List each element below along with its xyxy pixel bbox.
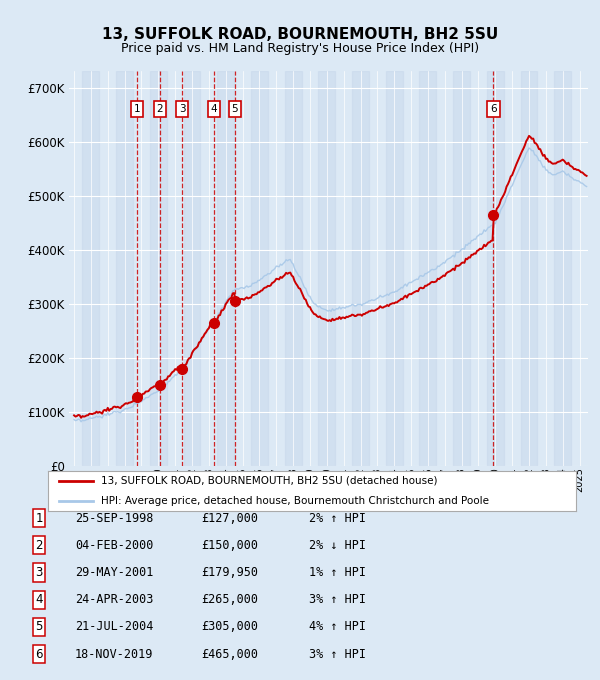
- Text: 3% ↑ HPI: 3% ↑ HPI: [309, 593, 366, 607]
- Text: 5: 5: [35, 620, 43, 634]
- Text: 04-FEB-2000: 04-FEB-2000: [75, 539, 154, 552]
- Text: 24-APR-2003: 24-APR-2003: [75, 593, 154, 607]
- Text: 4% ↑ HPI: 4% ↑ HPI: [309, 620, 366, 634]
- Bar: [352, 71, 369, 466]
- Text: 29-MAY-2001: 29-MAY-2001: [75, 566, 154, 579]
- Text: 25-SEP-1998: 25-SEP-1998: [75, 511, 154, 525]
- Bar: [184, 71, 200, 466]
- Text: 2% ↓ HPI: 2% ↓ HPI: [309, 539, 366, 552]
- Text: 13, SUFFOLK ROAD, BOURNEMOUTH, BH2 5SU: 13, SUFFOLK ROAD, BOURNEMOUTH, BH2 5SU: [102, 27, 498, 42]
- Text: 6: 6: [35, 647, 43, 661]
- Bar: [116, 71, 133, 466]
- Text: 4: 4: [211, 104, 217, 114]
- Text: 6: 6: [490, 104, 497, 114]
- Bar: [319, 71, 335, 466]
- Text: 21-JUL-2004: 21-JUL-2004: [75, 620, 154, 634]
- Bar: [487, 71, 504, 466]
- Text: HPI: Average price, detached house, Bournemouth Christchurch and Poole: HPI: Average price, detached house, Bour…: [101, 496, 489, 506]
- Text: 1: 1: [35, 511, 43, 525]
- Text: 3% ↑ HPI: 3% ↑ HPI: [309, 647, 366, 661]
- Text: 13, SUFFOLK ROAD, BOURNEMOUTH, BH2 5SU (detached house): 13, SUFFOLK ROAD, BOURNEMOUTH, BH2 5SU (…: [101, 476, 437, 486]
- Bar: [453, 71, 470, 466]
- Text: 2: 2: [157, 104, 163, 114]
- Text: £127,000: £127,000: [201, 511, 258, 525]
- Text: £179,950: £179,950: [201, 566, 258, 579]
- Text: 4: 4: [35, 593, 43, 607]
- Bar: [386, 71, 403, 466]
- Text: £465,000: £465,000: [201, 647, 258, 661]
- Text: £305,000: £305,000: [201, 620, 258, 634]
- Text: £265,000: £265,000: [201, 593, 258, 607]
- Bar: [419, 71, 436, 466]
- Text: 1% ↑ HPI: 1% ↑ HPI: [309, 566, 366, 579]
- Bar: [554, 71, 571, 466]
- Text: 2% ↑ HPI: 2% ↑ HPI: [309, 511, 366, 525]
- Text: 3: 3: [35, 566, 43, 579]
- Bar: [251, 71, 268, 466]
- Bar: [150, 71, 167, 466]
- Bar: [521, 71, 538, 466]
- Text: 18-NOV-2019: 18-NOV-2019: [75, 647, 154, 661]
- Bar: [82, 71, 100, 466]
- Text: 3: 3: [179, 104, 185, 114]
- Text: 1: 1: [134, 104, 140, 114]
- Text: 5: 5: [232, 104, 238, 114]
- Text: 2: 2: [35, 539, 43, 552]
- Text: Price paid vs. HM Land Registry's House Price Index (HPI): Price paid vs. HM Land Registry's House …: [121, 42, 479, 55]
- Bar: [217, 71, 234, 466]
- Bar: [284, 71, 302, 466]
- Text: £150,000: £150,000: [201, 539, 258, 552]
